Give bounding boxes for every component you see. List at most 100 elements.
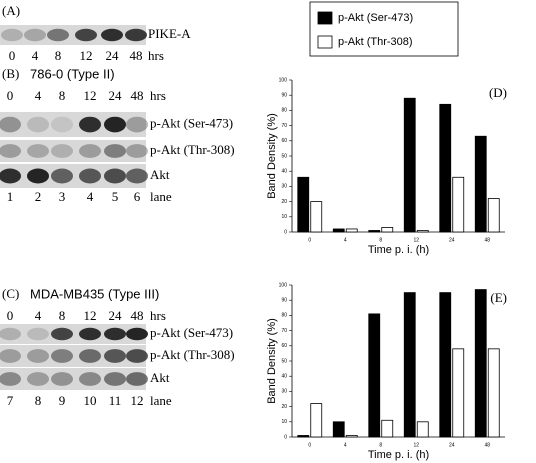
legend-swatch: [317, 11, 333, 25]
bar: [310, 201, 323, 233]
lane-number: 9: [59, 393, 66, 408]
blot-band: [51, 168, 73, 184]
time-label: 4: [32, 48, 39, 63]
lane-number: 11: [109, 393, 122, 408]
x-tick-label: 8: [379, 442, 382, 448]
time-label: 8: [55, 48, 62, 63]
time-label: 48: [131, 308, 144, 323]
blot-band: [0, 116, 21, 133]
y-tick-label: 80: [281, 313, 287, 319]
time-label: 8: [59, 88, 66, 103]
blot-band: [0, 327, 21, 341]
lane-number: 2: [35, 189, 42, 204]
x-tick-label: 24: [449, 442, 455, 448]
blot-band: [0, 144, 21, 158]
x-tick-label: 8: [379, 237, 382, 243]
blot-band: [126, 116, 148, 133]
bar: [474, 289, 487, 438]
y-tick-label: 90: [281, 298, 287, 304]
time-unit: hrs: [150, 88, 166, 103]
blot-band: [104, 168, 126, 184]
time-label: 4: [35, 88, 42, 103]
lane-number: 5: [112, 189, 119, 204]
y-tick-label: 100: [279, 282, 288, 288]
blot-band: [0, 168, 21, 184]
blot-band: [27, 168, 49, 184]
time-label: 24: [109, 88, 123, 103]
bar: [439, 103, 452, 233]
row-label: Akt: [150, 370, 170, 385]
time-label: 0: [7, 308, 14, 323]
bar: [416, 230, 429, 233]
lane-number: 7: [7, 393, 14, 408]
lane-label: lane: [150, 189, 172, 204]
y-tick-label: 20: [281, 199, 287, 205]
y-tick-label: 100: [279, 77, 288, 83]
bar: [452, 176, 465, 233]
blot-band: [27, 144, 49, 158]
bar: [297, 435, 310, 438]
legend-label: p-Akt (Thr-308): [338, 36, 413, 48]
legend-label: p-Akt (Ser-473): [338, 12, 413, 24]
blot-band: [0, 349, 21, 363]
bar: [368, 313, 381, 438]
y-axis-label: Band Density (%): [266, 318, 278, 404]
y-axis-label: Band Density (%): [266, 113, 278, 199]
bar: [439, 292, 452, 438]
blot-band: [126, 372, 148, 386]
blot-band: [104, 116, 126, 133]
bar: [332, 421, 345, 438]
x-tick-label: 0: [308, 237, 311, 243]
y-tick-label: 60: [281, 343, 287, 349]
y-tick-label: 50: [281, 153, 287, 159]
blot-band: [75, 28, 97, 42]
bar: [403, 97, 416, 233]
blot-band: [104, 349, 126, 363]
y-tick-label: 30: [281, 184, 287, 190]
row-label: PIKE-A: [148, 26, 191, 41]
chart-title: (E): [490, 290, 507, 305]
lane-number: 1: [7, 189, 14, 204]
blot-band: [0, 372, 21, 386]
blot-band: [79, 372, 101, 386]
blot-band: [27, 349, 49, 363]
row-label: p-Akt (Ser-473): [150, 325, 233, 340]
blot-band: [51, 116, 73, 133]
x-axis-label: Time p. i. (h): [368, 449, 429, 461]
y-tick-label: 60: [281, 138, 287, 144]
y-tick-label: 10: [281, 419, 287, 425]
time-unit: hrs: [148, 48, 164, 63]
blot-band: [125, 28, 147, 42]
blot-band: [126, 168, 148, 184]
bar: [403, 292, 416, 438]
blot-band: [1, 28, 23, 42]
y-tick-label: 50: [281, 358, 287, 364]
blot-band: [47, 28, 69, 42]
legend-box: [309, 1, 459, 57]
bar: [487, 348, 500, 438]
x-tick-label: 0: [308, 442, 311, 448]
time-unit: hrs: [150, 308, 166, 323]
time-label: 24: [106, 48, 120, 63]
panel-label: (A): [2, 3, 20, 18]
x-tick-label: 12: [413, 442, 419, 448]
blot-band: [126, 327, 148, 341]
lane-label: lane: [150, 393, 172, 408]
bar: [310, 403, 323, 438]
y-tick-label: 80: [281, 108, 287, 114]
time-label: 4: [35, 308, 42, 323]
bar: [368, 230, 381, 233]
blot-band: [104, 327, 126, 341]
x-tick-label: 48: [484, 237, 490, 243]
x-tick-label: 12: [413, 237, 419, 243]
bar: [487, 198, 500, 233]
lane-number: 8: [35, 393, 42, 408]
blot-band: [79, 116, 101, 133]
x-tick-label: 24: [449, 237, 455, 243]
blot-band: [104, 372, 126, 386]
blot-band: [126, 349, 148, 363]
blot-band: [101, 28, 123, 42]
time-label: 12: [84, 88, 97, 103]
blot-band: [51, 327, 73, 341]
